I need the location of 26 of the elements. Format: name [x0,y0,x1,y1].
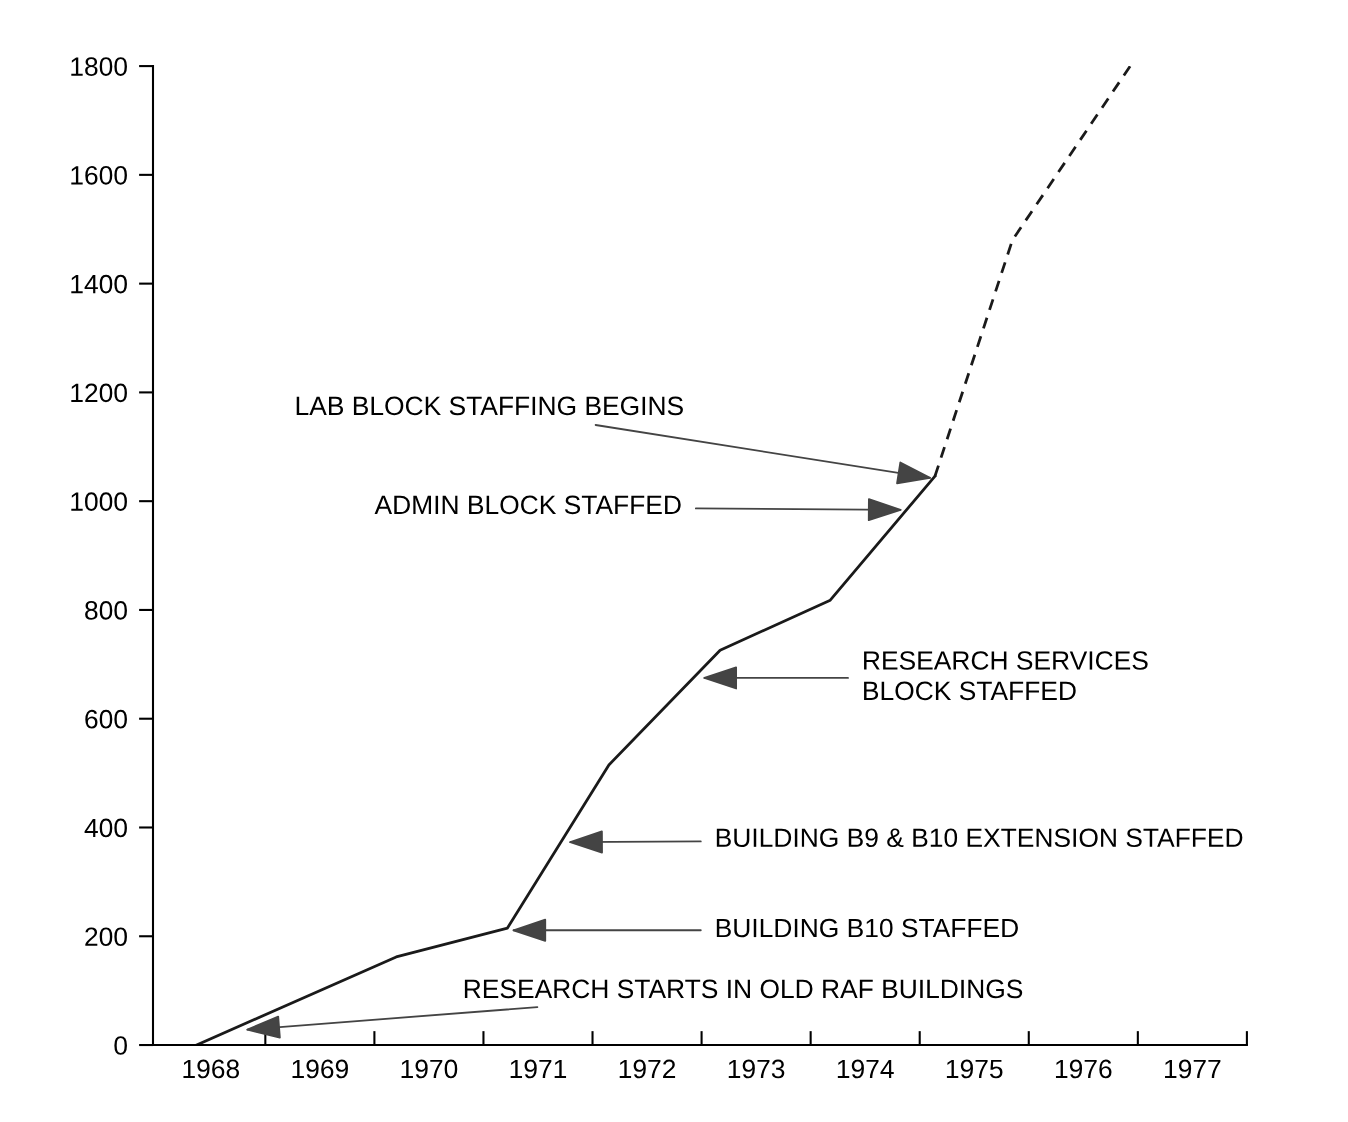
annotation: LAB BLOCK STAFFING BEGINS [296,396,683,416]
annotation: BUILDING B9 & B10 EXTENSION STAFFED [716,828,1243,848]
annotation: ADMIN BLOCK STAFFED [374,495,681,515]
annotation: RESEARCH STARTS IN OLD RAF BUILDINGS [464,979,1023,999]
y-tick-label: 1200 [71,383,127,403]
x-tick-label: 1977 [1165,1059,1221,1079]
y-tick-label: 1600 [71,165,127,185]
y-tick-label: 1000 [71,492,127,511]
y-tick-label: 1800 [71,57,127,76]
x-tick-label: 1969 [292,1059,348,1079]
x-tick-label: 1975 [946,1059,1003,1079]
y-tick-label: 400 [84,818,127,838]
y-tick-label: 1400 [71,274,127,294]
x-tick-label: 1976 [1055,1059,1112,1079]
x-tick-label: 1972 [619,1059,676,1079]
annotation: BUILDING B10 STAFFED [716,918,1018,938]
y-tick-label: 600 [85,709,127,729]
x-tick-label: 1968 [183,1059,240,1079]
x-tick-label: 1973 [728,1059,785,1079]
y-tick-label: 800 [85,601,127,620]
x-tick-label: 1970 [401,1059,458,1079]
y-tick-label: 0 [114,1036,127,1055]
x-tick-label: 1971 [510,1059,567,1079]
x-tick-label: 1974 [837,1059,894,1079]
annotation: RESEARCH SERVICES BLOCK STAFFED [864,651,1148,701]
y-tick-label: 200 [85,927,127,947]
